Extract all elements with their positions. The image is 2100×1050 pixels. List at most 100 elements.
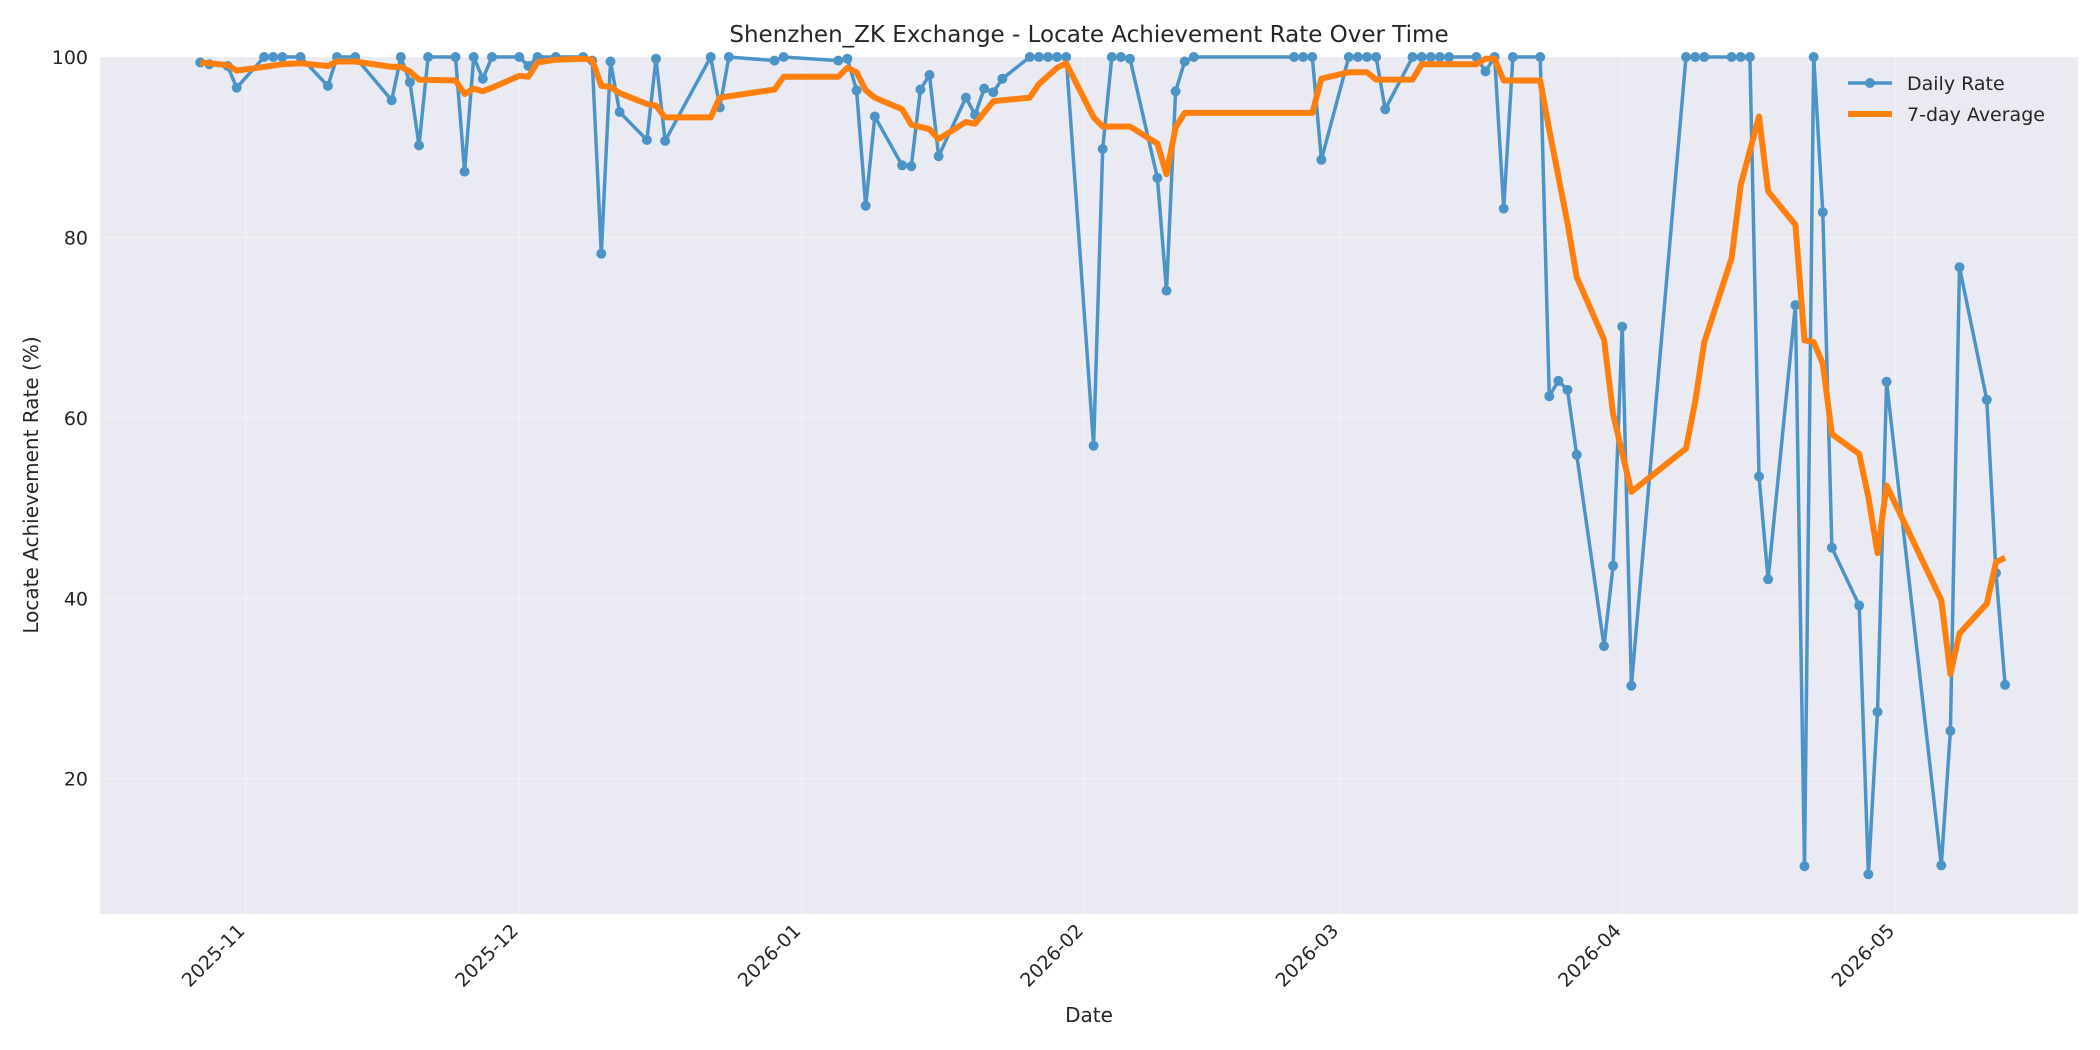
data-point-daily-rate [1808,52,1819,62]
data-point-daily-rate [897,160,908,171]
series-line-7-day-average [200,55,2007,677]
data-point-daily-rate [1024,52,1035,62]
data-point-daily-rate [1352,52,1363,62]
data-point-daily-rate [1425,52,1436,62]
data-point-daily-rate [1362,52,1372,62]
data-point-daily-rate [259,52,270,62]
data-point-daily-rate [1744,52,1755,62]
x-tick-label: 2025-12 [451,920,523,992]
data-point-daily-rate [1052,52,1063,62]
data-point-daily-rate [1179,56,1190,67]
data-point-daily-rate [1735,52,1746,62]
data-point-daily-rate [231,82,242,93]
data-point-daily-rate [1088,440,1099,451]
data-point-daily-rate [833,55,844,66]
y-tick-label: 60 [64,408,88,430]
data-point-daily-rate [322,80,333,91]
data-point-daily-rate [1106,52,1117,62]
data-point-daily-rate [651,53,661,64]
data-point-daily-rate [960,92,971,103]
data-point-daily-rate [1289,52,1300,62]
data-point-daily-rate [1444,52,1455,62]
data-point-daily-rate [1043,52,1053,62]
data-point-daily-rate [1571,449,1582,460]
x-tick-label: 2026-05 [1828,920,1900,992]
x-axis-label: Date [1065,1003,1113,1027]
data-point-daily-rate [1298,52,1309,62]
data-point-daily-rate [660,135,671,146]
legend: Daily Rate 7-day Average [1848,73,2045,126]
chart-title: Shenzhen_ZK Exchange - Locate Achievemen… [729,22,1448,48]
data-point-daily-rate [1954,262,1965,273]
data-point-daily-rate [1115,52,1126,62]
data-point-daily-rate [386,95,397,106]
x-tick-label: 2026-01 [734,920,806,992]
data-point-daily-rate [979,83,990,94]
data-point-daily-rate [851,85,862,96]
data-point-daily-rate [487,52,497,62]
data-point-daily-rate [1626,680,1637,691]
data-point-daily-rate [1617,321,1628,332]
data-point-daily-rate [468,52,479,62]
data-point-daily-rate [906,161,917,172]
data-point-daily-rate [1799,861,1810,872]
data-point-daily-rate [459,166,470,177]
data-point-daily-rate [1553,375,1564,386]
series-layer [195,52,2011,880]
data-point-daily-rate [1863,869,1874,880]
legend-label-7-day-average: 7-day Average [1907,104,2045,126]
data-point-daily-rate [1061,52,1072,62]
data-point-daily-rate [514,52,525,62]
data-point-daily-rate [1033,52,1044,62]
data-point-daily-rate [1343,52,1354,62]
data-point-daily-rate [605,56,616,67]
data-point-daily-rate [1125,53,1135,64]
y-tick-label: 20 [64,769,88,791]
data-point-daily-rate [1608,560,1619,571]
data-point-daily-rate [1599,641,1609,652]
data-point-daily-rate [450,52,461,62]
legend-label-daily-rate: Daily Rate [1907,73,2005,95]
y-axis-label: Locate Achievement Rate (%) [19,336,43,633]
data-point-daily-rate [1699,52,1710,62]
x-tick-label: 2026-04 [1554,920,1626,992]
data-point-daily-rate [614,107,625,117]
data-point-daily-rate [414,140,424,151]
data-point-daily-rate [842,53,853,64]
data-point-daily-rate [924,70,935,80]
data-point-daily-rate [933,151,944,162]
data-point-daily-rate [1754,471,1764,482]
data-point-daily-rate [596,248,607,259]
data-point-daily-rate [1681,52,1691,62]
data-point-daily-rate [1507,52,1518,62]
plot-area [100,57,2078,914]
x-tick-label: 2026-02 [1016,920,1088,992]
data-point-daily-rate [860,200,871,211]
data-point-daily-rate [1480,66,1491,77]
data-point-daily-rate [1535,52,1546,62]
data-point-daily-rate [1981,394,1992,405]
x-tick-label: 2025-11 [178,920,250,992]
data-point-daily-rate [423,52,434,62]
data-point-daily-rate [1416,52,1427,62]
data-point-daily-rate [1152,172,1163,183]
data-point-daily-rate [404,77,415,88]
data-point-daily-rate [769,55,780,66]
data-point-daily-rate [395,52,406,62]
legend-marker-daily-rate [1865,78,1875,88]
data-point-daily-rate [1881,376,1892,387]
data-point-daily-rate [1407,52,1418,62]
data-point-daily-rate [1371,52,1382,62]
data-point-daily-rate [295,52,306,62]
y-tick-label: 80 [64,227,88,249]
data-point-daily-rate [1170,86,1181,97]
data-point-daily-rate [1726,52,1737,62]
data-point-daily-rate [1097,144,1108,154]
data-point-daily-rate [1316,154,1327,165]
data-point-daily-rate [1763,574,1774,585]
data-point-daily-rate [1544,391,1555,402]
data-point-daily-rate [2000,679,2011,690]
x-tick-label: 2026-03 [1272,920,1344,992]
data-point-daily-rate [1307,52,1318,62]
